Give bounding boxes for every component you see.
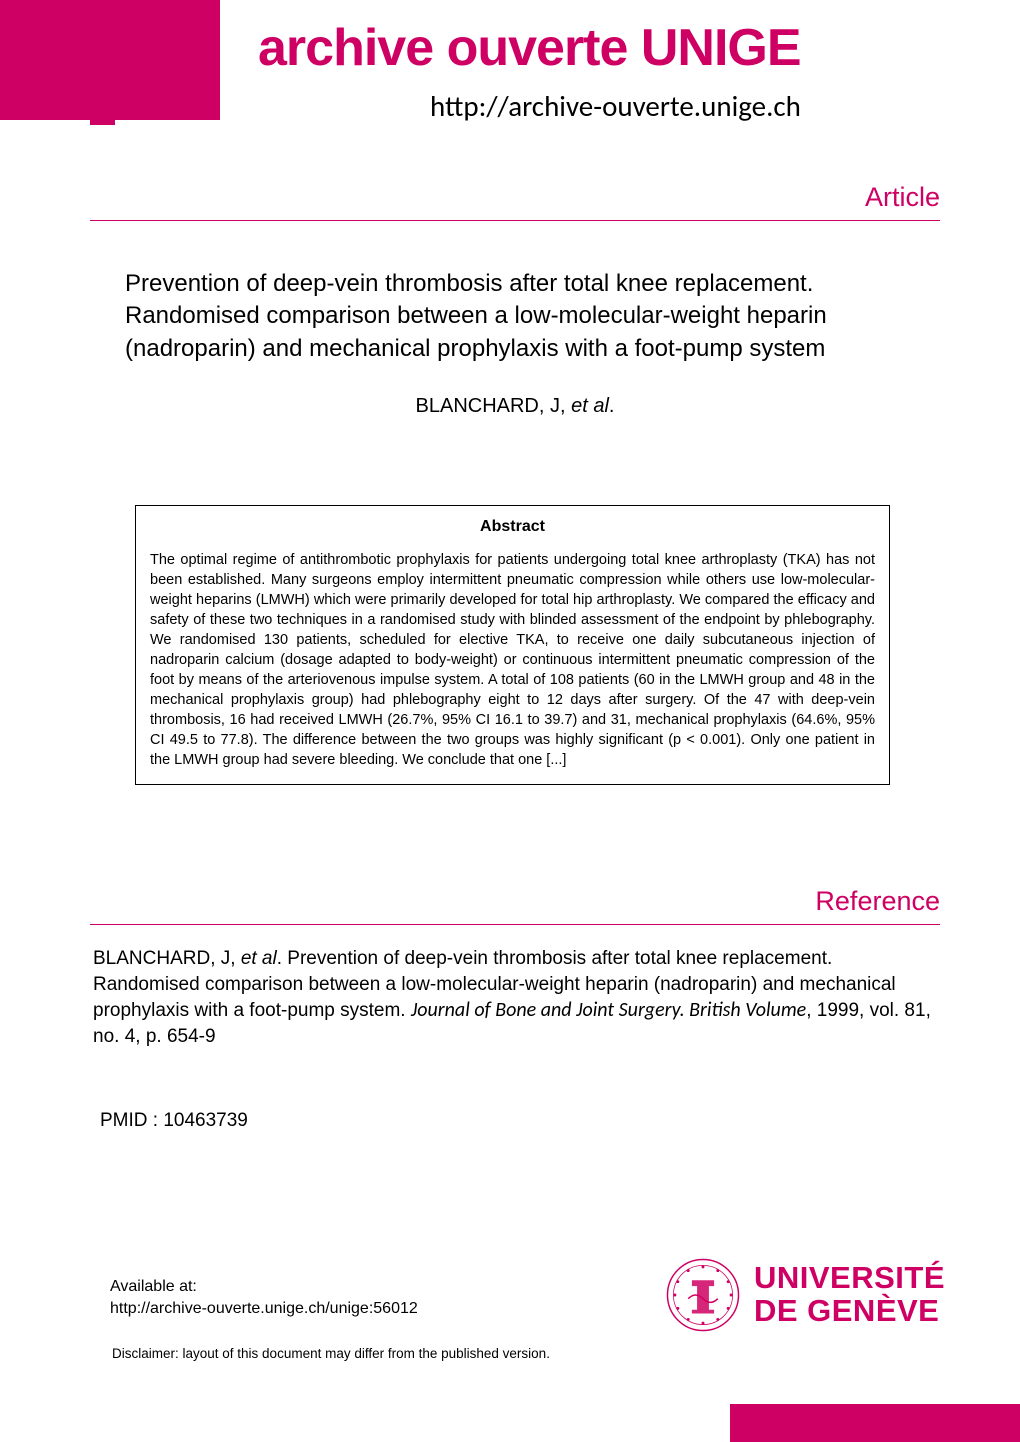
article-rule bbox=[90, 220, 940, 221]
section-label-article: Article bbox=[865, 182, 940, 213]
authors-block: BLANCHARD, J, et al. bbox=[90, 395, 940, 418]
abstract-heading: Abstract bbox=[150, 518, 875, 536]
authors-etal: et al bbox=[571, 395, 609, 417]
university-logo: UNIVERSITÉ DE GENÈVE bbox=[666, 1258, 945, 1332]
footer-brand-block bbox=[730, 1404, 1020, 1442]
article-title-block: Prevention of deep-vein thrombosis after… bbox=[125, 268, 920, 365]
article-title: Prevention of deep-vein thrombosis after… bbox=[125, 268, 920, 365]
availability-block: Available at: http://archive-ouverte.uni… bbox=[110, 1276, 418, 1321]
disclaimer-text: Disclaimer: layout of this document may … bbox=[112, 1346, 550, 1361]
availability-label: Available at: bbox=[110, 1276, 418, 1298]
archive-title: archive ouverte UNIGE bbox=[258, 18, 801, 78]
university-name: UNIVERSITÉ DE GENÈVE bbox=[754, 1262, 945, 1327]
reference-rule bbox=[90, 924, 940, 925]
abstract-text: The optimal regime of antithrombotic pro… bbox=[150, 550, 875, 770]
section-label-reference: Reference bbox=[815, 886, 940, 917]
reference-citation: BLANCHARD, J, et al. Prevention of deep-… bbox=[93, 946, 940, 1050]
ref-authors-main: BLANCHARD, J, bbox=[93, 948, 241, 969]
header-brand-accent bbox=[90, 100, 115, 125]
ref-authors-etal: et al bbox=[241, 948, 277, 969]
ref-journal: Journal of Bone and Joint Surgery. Briti… bbox=[411, 998, 806, 1022]
abstract-box: Abstract The optimal regime of antithrom… bbox=[135, 505, 890, 785]
university-name-line1: UNIVERSITÉ bbox=[754, 1262, 945, 1295]
pmid-label: PMID : 10463739 bbox=[100, 1110, 248, 1132]
availability-url[interactable]: http://archive-ouverte.unige.ch/unige:56… bbox=[110, 1298, 418, 1320]
authors-main: BLANCHARD, J, bbox=[416, 395, 572, 417]
archive-url[interactable]: http://archive-ouverte.unige.ch bbox=[430, 88, 801, 124]
university-name-line2: DE GENÈVE bbox=[754, 1295, 945, 1328]
authors-suffix: . bbox=[609, 395, 615, 417]
university-seal-icon bbox=[666, 1258, 740, 1332]
